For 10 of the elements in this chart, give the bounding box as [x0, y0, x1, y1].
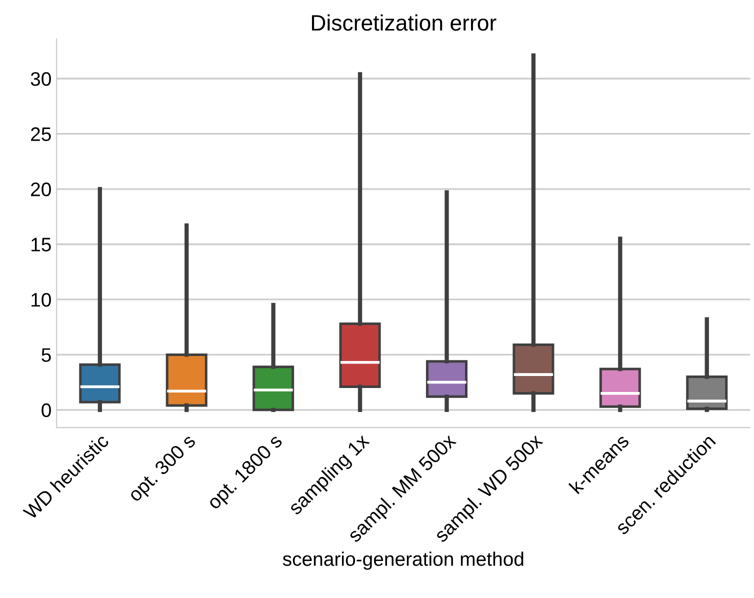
y-tick-label: 0: [42, 403, 51, 418]
y-tick-label: 10: [32, 292, 51, 307]
y-tick-label: 30: [30, 72, 51, 86]
x-tick-label: opt. 300 s: [127, 433, 199, 506]
chart-title: Discretization error: [312, 14, 496, 31]
y-tick-label: 25: [31, 127, 51, 142]
y-tick-label: 15: [32, 238, 51, 252]
x-axis-title: scenario-generation method: [282, 552, 524, 570]
y-tick-label: 20: [31, 182, 51, 196]
y-tick-label: 5: [42, 348, 51, 362]
